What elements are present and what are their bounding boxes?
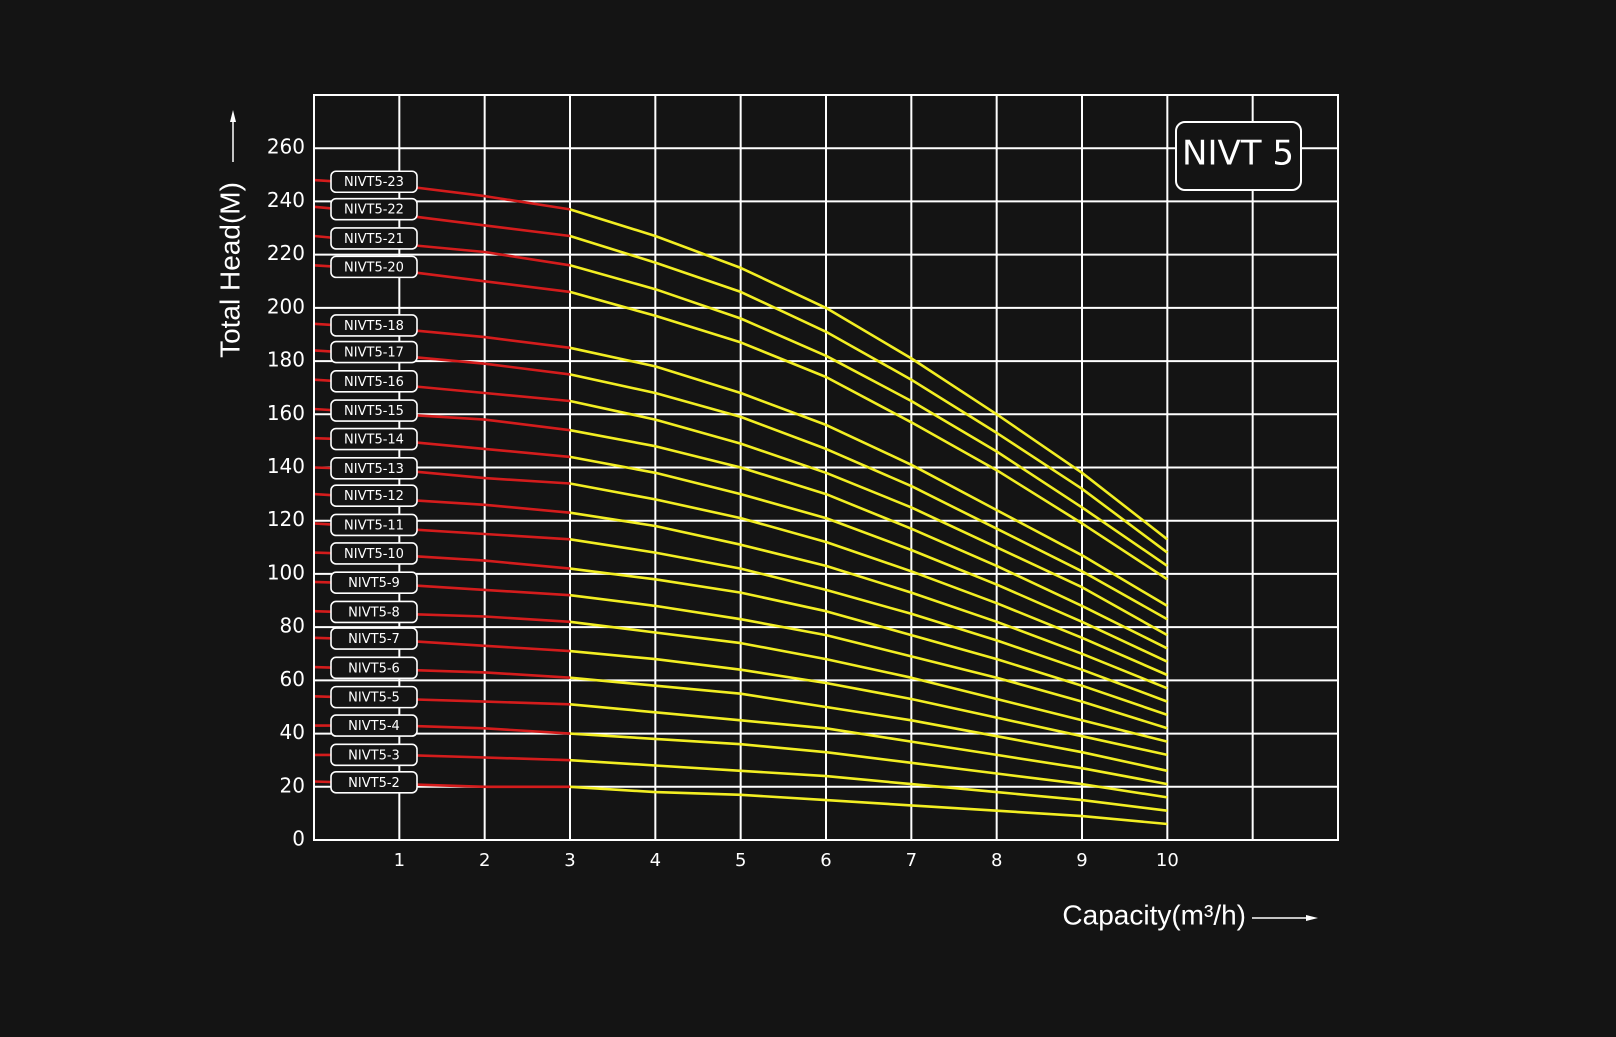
- pump-curve: [569, 758, 1168, 812]
- pump-curve: [569, 428, 1168, 650]
- curve-label-box: [330, 314, 418, 337]
- curves: [313, 178, 1169, 826]
- curve-label-box: [330, 600, 418, 624]
- curve-label: NIVT5-9: [348, 576, 400, 591]
- curve-label: NIVT5-18: [344, 319, 404, 334]
- x-axis-arrowhead: [1306, 915, 1318, 921]
- y-tick-label: 160: [267, 401, 305, 425]
- y-tick-label: 0: [292, 827, 305, 851]
- pump-curve: [569, 264, 1169, 567]
- x-tick-label: 8: [991, 850, 1002, 871]
- curve-label-box: [330, 542, 418, 565]
- y-tick-label: 220: [267, 241, 305, 265]
- curve-label: NIVT5-11: [344, 518, 404, 533]
- x-tick-label: 7: [906, 850, 917, 871]
- pump-curve: [569, 455, 1168, 663]
- y-tick-label: 180: [267, 348, 305, 372]
- x-tick-label: 4: [650, 850, 661, 871]
- curve-label: NIVT5-6: [348, 661, 400, 676]
- pump-curve: [569, 208, 1169, 541]
- y-tick-label: 260: [267, 135, 305, 159]
- curve-label: NIVT5-5: [348, 691, 400, 706]
- curve-label: NIVT5-21: [344, 232, 404, 247]
- y-tick-label: 20: [280, 773, 305, 797]
- plot-frame: [313, 94, 1339, 841]
- curve-label: NIVT5-17: [344, 346, 404, 361]
- x-tick-label: 1: [394, 850, 405, 871]
- curve-label-box: [330, 571, 418, 595]
- y-tick-label: 140: [267, 454, 305, 478]
- curve-label: NIVT5-2: [348, 776, 400, 791]
- curve-label: NIVT5-7: [348, 632, 400, 647]
- pump-curve: [569, 399, 1168, 637]
- curve-label-box: [330, 369, 418, 393]
- curve-label-box: [330, 685, 418, 709]
- pump-curve: [569, 538, 1168, 703]
- curve-label: NIVT5-13: [344, 462, 404, 477]
- pump-curve: [569, 785, 1168, 826]
- curve-label: NIVT5-3: [348, 748, 400, 763]
- curve-label-box: [330, 627, 418, 650]
- curve-label: NIVT5-23: [344, 175, 404, 190]
- curve-label-box: [330, 255, 418, 279]
- x-tick-label: 2: [479, 850, 490, 871]
- pump-curve: [569, 649, 1168, 757]
- grid: [314, 95, 1338, 841]
- curve-label: NIVT5-8: [348, 605, 400, 620]
- x-tick-label: 5: [735, 850, 746, 871]
- curve-label: NIVT5-15: [344, 404, 404, 419]
- chart-title: NIVT 5: [1182, 134, 1294, 174]
- x-tick-label: 6: [820, 850, 831, 871]
- pump-curve: [569, 482, 1168, 677]
- y-tick-label: 240: [267, 188, 305, 212]
- curve-label-box: [330, 340, 418, 364]
- curve-label: NIVT5-12: [344, 489, 404, 504]
- curve-label-box: [330, 170, 418, 194]
- curve-label-box: [330, 513, 418, 537]
- curve-label: NIVT5-22: [344, 203, 404, 218]
- y-tick-label: 80: [280, 614, 305, 638]
- x-tick-label: 9: [1076, 850, 1087, 871]
- curve-label-box: [330, 656, 418, 680]
- curve-label: NIVT5-14: [344, 433, 404, 448]
- title-box: [1175, 121, 1302, 191]
- curve-label-box: [330, 427, 418, 451]
- curve-label-box: [330, 197, 418, 221]
- y-axis-label: Total Head(M): [214, 182, 245, 358]
- curve-labels: NIVT5-2 NIVT5-3 NIVT5-4 NIVT5-5 NIVT5-6 NIVT5…: [330, 170, 418, 794]
- pump-curve: [569, 567, 1168, 717]
- curve-label-box: [330, 227, 418, 250]
- pump-curve: [569, 732, 1168, 799]
- curve-label: NIVT5-20: [344, 260, 404, 275]
- y-tick-label: 40: [280, 720, 305, 744]
- y-tick-label: 100: [267, 560, 305, 584]
- curve-label: NIVT5-16: [344, 375, 404, 390]
- x-tick-label: 10: [1156, 850, 1179, 871]
- curve-label-box: [330, 770, 418, 794]
- curve-label-box: [330, 456, 418, 480]
- curve-label-box: [330, 399, 418, 422]
- curve-label-box: [330, 714, 418, 737]
- y-tick-label: 120: [267, 507, 305, 531]
- pump-curve: [569, 511, 1168, 690]
- curve-label-box: [330, 743, 418, 767]
- pump-curve: [569, 373, 1168, 621]
- curve-label: NIVT5-10: [344, 547, 404, 562]
- pump-curve: [569, 593, 1168, 730]
- curve-label-box: [330, 484, 418, 508]
- y-axis-arrowhead: [230, 110, 236, 122]
- curve-label: NIVT5-4: [348, 719, 400, 734]
- pump-curve: [569, 620, 1168, 743]
- pump-curve: [569, 234, 1169, 554]
- y-tick-label: 60: [280, 667, 305, 691]
- x-tick-label: 3: [564, 850, 575, 871]
- x-axis-label: Capacity(m³/h): [1062, 899, 1246, 930]
- pump-curve: [569, 290, 1169, 581]
- pump-curve: [569, 703, 1168, 786]
- pump-curve: [569, 346, 1168, 608]
- y-tick-label: 200: [267, 294, 305, 318]
- pump-curve: [569, 676, 1168, 773]
